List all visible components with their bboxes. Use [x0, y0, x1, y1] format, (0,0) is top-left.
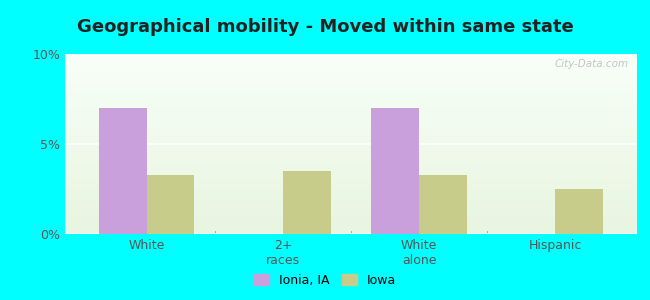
- Bar: [147, 175, 194, 234]
- Bar: [555, 189, 603, 234]
- Bar: [419, 175, 467, 234]
- Text: Geographical mobility - Moved within same state: Geographical mobility - Moved within sam…: [77, 18, 573, 36]
- Bar: [283, 171, 331, 234]
- Bar: [99, 108, 147, 234]
- Text: City-Data.com: City-Data.com: [554, 59, 629, 69]
- Legend: Ionia, IA, Iowa: Ionia, IA, Iowa: [250, 270, 400, 291]
- Bar: [371, 108, 419, 234]
